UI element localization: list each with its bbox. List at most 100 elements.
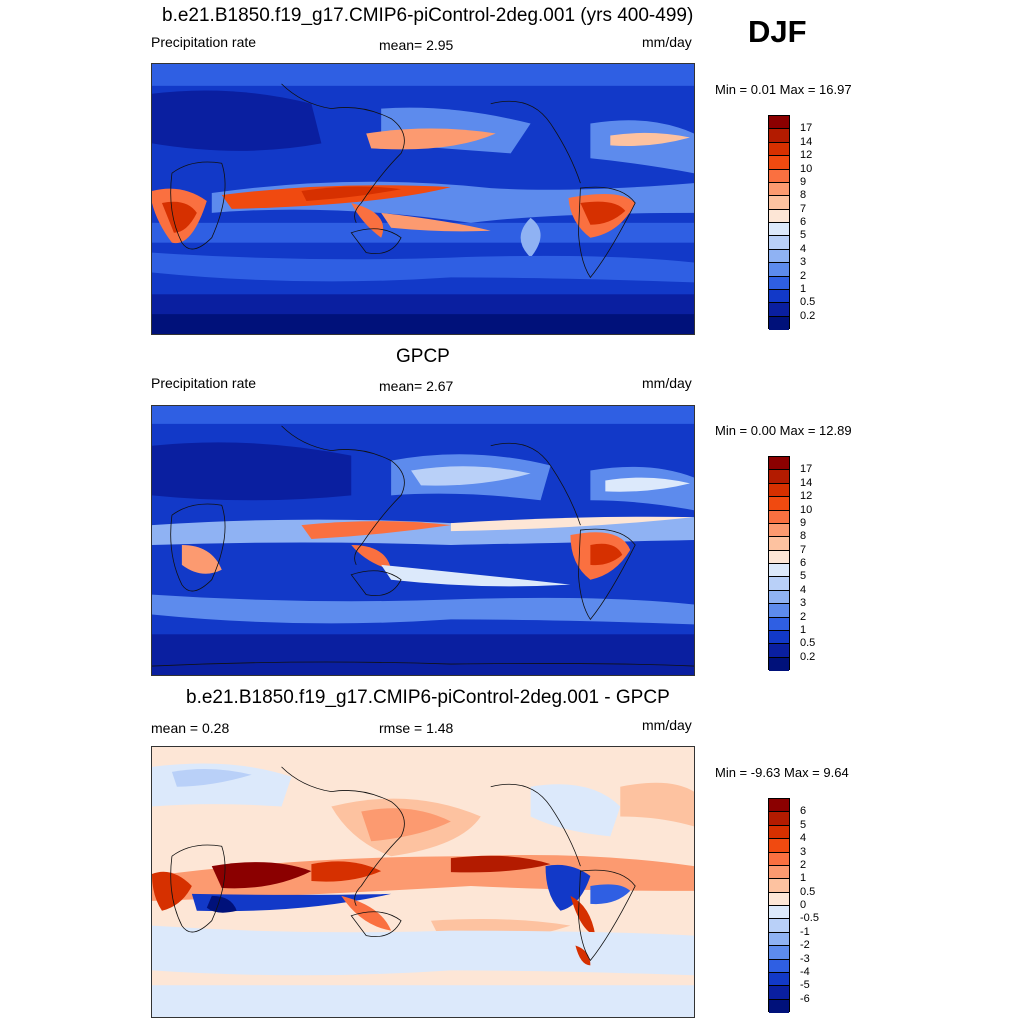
colorbar-tick-label: 6 [800, 805, 807, 818]
colorbar-tick-label: 2 [800, 858, 807, 871]
colorbar-swatch [769, 999, 789, 1013]
colorbar-swatch [769, 590, 789, 605]
colorbar-tick-label: 6 [800, 557, 807, 569]
colorbar-swatch [769, 852, 789, 866]
colorbar-swatch [769, 303, 789, 317]
colorbar-swatch [769, 169, 789, 183]
panel-1-units-label: mm/day [642, 34, 692, 50]
colorbar-swatch [769, 182, 789, 197]
colorbar-swatch [769, 865, 789, 880]
colorbar-tick-label: 5 [800, 229, 807, 242]
panel-3-mean-label: mean = 0.28 [151, 720, 230, 736]
colorbar-tick-label: 0 [800, 899, 807, 911]
colorbar-tick-label: -2 [800, 939, 810, 952]
colorbar-swatch [769, 223, 789, 237]
colorbar-swatch [769, 129, 789, 143]
colorbar-swatch [769, 537, 789, 551]
colorbar-tick-label: 14 [800, 135, 813, 148]
colorbar-tick-label: 8 [800, 189, 807, 202]
colorbar-swatch [769, 892, 789, 906]
colorbar-swatch [769, 457, 789, 471]
colorbar-tick-label: -4 [800, 965, 810, 978]
colorbar-swatch [769, 644, 789, 658]
colorbar-tick-label: 0.5 [800, 296, 816, 309]
colorbar-tick-label: -1 [800, 925, 810, 938]
colorbar-tick-label: 0.5 [800, 637, 816, 650]
panel-2-title: GPCP [396, 346, 450, 367]
colorbar-swatch [769, 932, 789, 947]
panel-1-map [151, 63, 695, 335]
colorbar-swatch [769, 316, 789, 330]
colorbar-tick-label: 0.2 [800, 309, 816, 322]
colorbar-tick-label: 12 [800, 490, 813, 503]
panel-3-colorbar [768, 798, 790, 1013]
colorbar-swatch [769, 825, 789, 840]
colorbar-tick-label: 14 [800, 476, 813, 489]
panel-2-units-label: mm/day [642, 375, 692, 391]
panel-2-map [151, 405, 695, 676]
colorbar-tick-label: 4 [800, 832, 807, 845]
colorbar-swatch [769, 919, 789, 933]
colorbar-tick-label: -5 [800, 979, 810, 992]
colorbar-tick-label: 3 [800, 256, 807, 269]
colorbar-swatch [769, 510, 789, 524]
colorbar-tick-label: 8 [800, 530, 807, 543]
colorbar-tick-label: -6 [800, 992, 810, 1005]
colorbar-swatch [769, 946, 789, 960]
colorbar-tick-label: 3 [800, 845, 807, 858]
panel-1-mean-label: mean= 2.95 [379, 37, 454, 53]
colorbar-tick-label: 10 [800, 503, 813, 516]
colorbar-swatch [769, 196, 789, 210]
panel-1-colorbar [768, 115, 790, 330]
colorbar-tick-label: 2 [800, 269, 807, 282]
panel-3-rmse-label: rmse = 1.48 [379, 720, 454, 736]
colorbar-swatch [769, 276, 789, 290]
colorbar-swatch [769, 972, 789, 987]
panel-3-title: b.e21.B1850.f19_g17.CMIP6-piControl-2deg… [186, 687, 670, 708]
colorbar-swatch [769, 142, 789, 157]
colorbar-swatch [769, 156, 789, 170]
panel-2-colorbar [768, 456, 790, 671]
colorbar-tick-label: 7 [800, 202, 807, 215]
colorbar-tick-label: 1 [800, 623, 807, 636]
colorbar-tick-label: 17 [800, 463, 813, 476]
colorbar-swatch [769, 116, 789, 130]
colorbar-tick-label: -0.5 [800, 912, 819, 925]
panel-3-map [151, 746, 695, 1018]
colorbar-tick-label: 9 [800, 516, 807, 529]
colorbar-swatch [769, 604, 789, 618]
colorbar-swatch [769, 799, 789, 813]
colorbar-swatch [769, 577, 789, 591]
colorbar-tick-label: 3 [800, 597, 807, 610]
colorbar-swatch [769, 497, 789, 511]
colorbar-swatch [769, 959, 789, 973]
colorbar-tick-label: 5 [800, 818, 807, 831]
colorbar-swatch [769, 263, 789, 277]
colorbar-tick-label: 4 [800, 583, 807, 596]
colorbar-swatch [769, 812, 789, 826]
panel-1-variable-label: Precipitation rate [151, 34, 257, 50]
colorbar-swatch [769, 470, 789, 484]
colorbar-swatch [769, 249, 789, 264]
colorbar-tick-label: 9 [800, 175, 807, 188]
colorbar-tick-label: 0.5 [800, 885, 816, 898]
colorbar-swatch [769, 483, 789, 498]
colorbar-swatch [769, 657, 789, 671]
colorbar-swatch [769, 630, 789, 645]
panel-2-minmax: Min = 0.00 Max = 12.89 [715, 423, 852, 438]
colorbar-tick-label: 12 [800, 149, 813, 162]
colorbar-swatch [769, 839, 789, 853]
colorbar-swatch [769, 906, 789, 920]
panel-1-minmax: Min = 0.01 Max = 16.97 [715, 82, 852, 97]
colorbar-tick-label: 1 [800, 282, 807, 295]
colorbar-tick-label: 2 [800, 610, 807, 623]
colorbar-tick-label: 10 [800, 162, 813, 175]
colorbar-swatch [769, 236, 789, 250]
colorbar-swatch [769, 523, 789, 538]
panel-2-variable-label: Precipitation rate [151, 375, 257, 391]
colorbar-swatch [769, 986, 789, 1000]
colorbar-tick-label: 0.2 [800, 650, 816, 663]
colorbar-tick-label: 7 [800, 543, 807, 556]
panel-3-minmax: Min = -9.63 Max = 9.64 [715, 765, 849, 780]
colorbar-swatch [769, 879, 789, 893]
